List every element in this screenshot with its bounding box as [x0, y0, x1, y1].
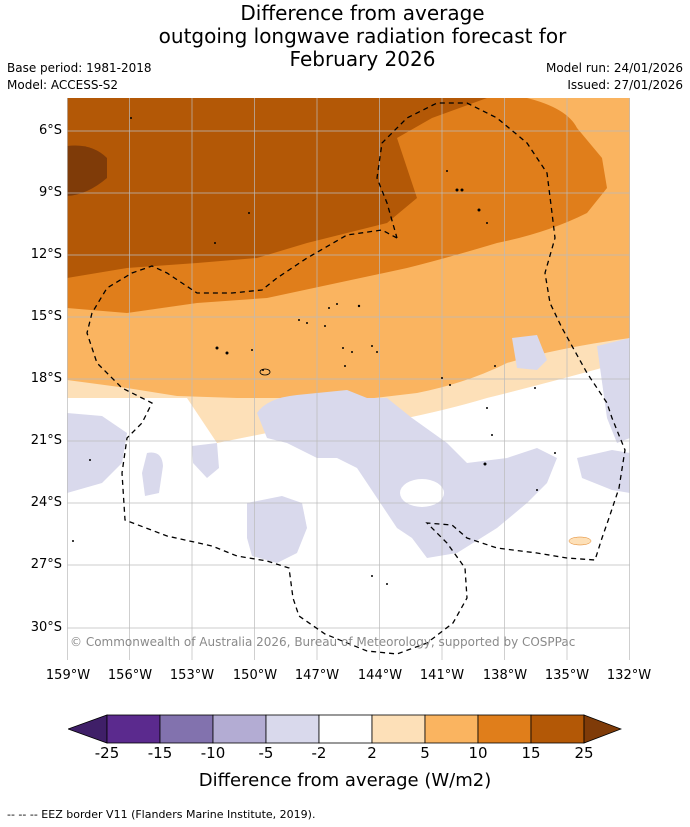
lon-label-156w: 156°W	[107, 668, 153, 683]
colorbar-tick: 15	[521, 744, 541, 762]
colorbar-seg-6	[371, 714, 426, 744]
lon-label-159w: 159°W	[45, 668, 91, 683]
lat-label-12s: 12°S	[30, 247, 62, 262]
neutral-hole	[400, 479, 444, 507]
eez-border	[86, 102, 626, 655]
colorbar-tick: 10	[468, 744, 488, 762]
colorbar	[68, 714, 622, 744]
colorbar-seg-4	[265, 714, 320, 744]
lat-label-18s: 18°S	[30, 371, 62, 386]
title-line-3: February 2026	[289, 47, 436, 71]
colorbar-tick: -15	[147, 744, 173, 762]
region-small-1	[142, 452, 163, 496]
colorbar-extend-low	[68, 714, 108, 744]
region-right-4	[207, 448, 215, 460]
title-line-1: Difference from average	[240, 1, 485, 25]
colorbar-tick: 5	[420, 744, 430, 762]
eez-legend: -- -- -- EEZ border V11 (Flanders Marine…	[7, 808, 316, 821]
lon-label-153w: 153°W	[169, 668, 215, 683]
colorbar-seg-7	[424, 714, 479, 744]
region-west	[67, 413, 127, 493]
colorbar-seg-8	[477, 714, 532, 744]
colorbar-seg-1	[106, 714, 161, 744]
colorbar-tick: -2	[311, 744, 327, 762]
lon-label-150w: 150°W	[232, 668, 278, 683]
negative-anomaly-regions	[67, 335, 630, 563]
title-line-2: outgoing longwave radiation forecast for	[158, 24, 567, 48]
region-right-1	[512, 335, 547, 370]
colorbar-tick: -5	[258, 744, 274, 762]
colorbar-seg-5	[318, 714, 373, 744]
colorbar-title: Difference from average (W/m2)	[198, 770, 492, 791]
colorbar-seg-2	[159, 714, 214, 744]
model-name: Model: ACCESS-S2	[7, 78, 119, 92]
lat-label-27s: 27°S	[30, 557, 62, 572]
region-right-3	[577, 450, 630, 493]
anomaly-map: © Commonwealth of Australia 2026, Bureau…	[67, 98, 630, 660]
meta-right: Model run: 24/01/2026 Issued: 27/01/2026	[546, 60, 683, 94]
lon-label-135w: 135°W	[544, 668, 590, 683]
region-center	[257, 390, 557, 558]
copyright-text: © Commonwealth of Australia 2026, Bureau…	[70, 635, 575, 649]
lon-label-132w: 132°W	[606, 668, 652, 683]
lon-label-147w: 147°W	[294, 668, 340, 683]
model-run: Model run: 24/01/2026	[545, 61, 683, 75]
colorbar-extend-high	[583, 714, 622, 744]
lat-label-30s: 30°S	[30, 620, 62, 635]
meta-left: Base period: 1981-2018 Model: ACCESS-S2	[7, 60, 152, 94]
lat-label-9s: 9°S	[38, 185, 62, 200]
lat-label-21s: 21°S	[30, 433, 62, 448]
lon-label-138w: 138°W	[482, 668, 528, 683]
graticule	[67, 98, 630, 660]
colorbar-seg-3	[212, 714, 267, 744]
colorbar-tick: 25	[574, 744, 594, 762]
base-period: Base period: 1981-2018	[7, 61, 152, 75]
lon-label-144w: 144°W	[357, 668, 403, 683]
orange-patch	[568, 536, 592, 546]
lat-label-6s: 6°S	[38, 123, 62, 138]
colorbar-seg-9	[530, 714, 585, 744]
anomaly-band-gt-25	[67, 145, 107, 196]
issued-date: Issued: 27/01/2026	[567, 78, 683, 92]
region-right-2	[597, 338, 630, 443]
colorbar-tick: -25	[94, 744, 120, 762]
chart-title: Difference from average outgoing longwav…	[0, 2, 690, 71]
lon-label-141w: 141°W	[419, 668, 465, 683]
lat-label-24s: 24°S	[30, 495, 62, 510]
region-south	[247, 496, 307, 563]
colorbar-tick: -10	[200, 744, 226, 762]
island-ring	[259, 368, 271, 376]
islands	[72, 117, 556, 585]
colorbar-tick: 2	[367, 744, 377, 762]
lat-label-15s: 15°S	[30, 309, 62, 324]
